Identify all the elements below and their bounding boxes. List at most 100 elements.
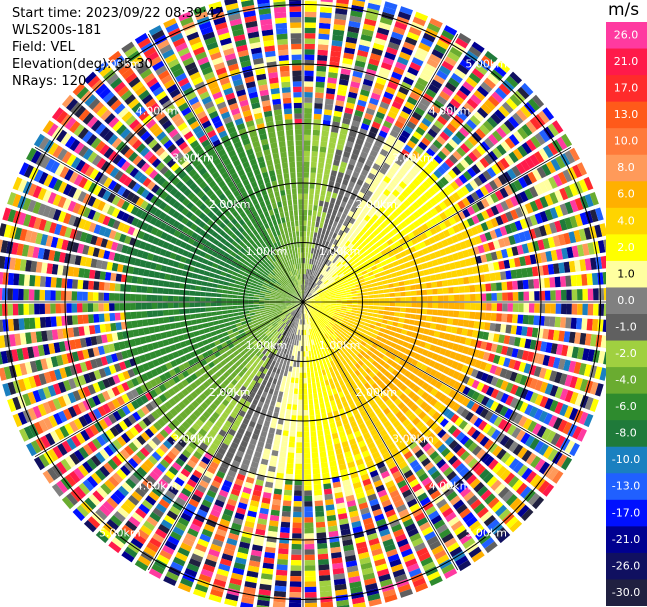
velocity-gate xyxy=(323,374,328,381)
velocity-gate xyxy=(406,120,417,130)
velocity-gate xyxy=(395,171,405,180)
velocity-gate xyxy=(303,436,310,443)
velocity-gate xyxy=(336,303,342,306)
velocity-gate xyxy=(375,263,383,269)
velocity-gate xyxy=(289,387,294,394)
velocity-gate xyxy=(283,392,288,399)
velocity-gate xyxy=(534,291,540,301)
velocity-gate xyxy=(303,297,308,302)
velocity-gate xyxy=(327,389,333,397)
velocity-gate xyxy=(318,281,323,286)
velocity-gate xyxy=(338,133,347,141)
velocity-gate xyxy=(337,89,347,97)
velocity-gate xyxy=(378,294,385,298)
velocity-gate xyxy=(569,215,578,228)
velocity-gate xyxy=(441,187,451,197)
velocity-gate xyxy=(308,263,311,270)
velocity-gate xyxy=(322,264,327,270)
velocity-gate xyxy=(348,158,357,166)
velocity-gate xyxy=(415,160,425,170)
velocity-gate xyxy=(207,321,214,327)
velocity-gate xyxy=(316,178,322,185)
velocity-gate xyxy=(441,29,455,41)
velocity-gate xyxy=(462,219,470,229)
velocity-gate xyxy=(329,290,335,294)
velocity-gate xyxy=(523,291,530,301)
velocity-gate xyxy=(427,296,433,302)
velocity-gate xyxy=(306,263,309,270)
velocity-gate xyxy=(308,209,313,216)
velocity-gate xyxy=(310,366,314,373)
velocity-gate xyxy=(290,560,302,566)
velocity-gate xyxy=(325,253,331,260)
velocity-gate xyxy=(304,140,311,146)
velocity-gate xyxy=(362,207,370,214)
velocity-gate xyxy=(347,249,353,256)
velocity-gate xyxy=(534,198,544,210)
velocity-gate xyxy=(386,46,398,56)
velocity-gate xyxy=(320,141,328,148)
velocity-gate xyxy=(311,242,316,249)
velocity-gate xyxy=(469,115,481,126)
velocity-gate xyxy=(350,285,356,289)
velocity-gate xyxy=(406,267,413,274)
velocity-gate xyxy=(340,161,348,169)
velocity-gate xyxy=(339,128,348,136)
velocity-gate xyxy=(352,148,361,156)
velocity-gate xyxy=(328,231,334,238)
velocity-gate xyxy=(547,142,559,156)
velocity-gate xyxy=(473,275,480,283)
velocity-gate xyxy=(532,169,542,181)
velocity-gate xyxy=(409,168,418,178)
velocity-gate xyxy=(461,197,471,207)
velocity-gate xyxy=(312,140,319,147)
velocity-gate xyxy=(490,113,502,125)
velocity-gate xyxy=(384,51,396,61)
velocity-gate xyxy=(313,113,322,120)
velocity-gate xyxy=(432,309,438,316)
velocity-gate xyxy=(351,75,362,84)
velocity-gate xyxy=(309,299,315,301)
velocity-gate xyxy=(330,306,336,309)
velocity-gate xyxy=(382,56,395,66)
velocity-gate xyxy=(287,457,294,464)
velocity-gate xyxy=(489,229,498,240)
velocity-gate xyxy=(381,201,390,210)
velocity-gate xyxy=(447,279,454,286)
velocity-gate xyxy=(304,274,306,280)
velocity-gate xyxy=(559,187,569,201)
velocity-gate xyxy=(333,187,340,194)
velocity-gate xyxy=(304,86,313,93)
velocity-gate xyxy=(415,235,423,243)
velocity-gate xyxy=(292,404,297,411)
velocity-gate xyxy=(363,299,369,302)
velocity-gate xyxy=(317,261,321,267)
velocity-gate xyxy=(399,203,407,211)
velocity-gate xyxy=(314,271,318,277)
velocity-gate xyxy=(318,261,323,268)
velocity-gate xyxy=(479,124,490,136)
velocity-gate xyxy=(461,230,469,240)
velocity-gate xyxy=(304,290,306,296)
velocity-gate xyxy=(312,463,320,469)
velocity-gate xyxy=(425,282,432,289)
velocity-gate xyxy=(549,192,559,205)
velocity-gate xyxy=(454,177,464,187)
velocity-gate xyxy=(499,157,510,169)
velocity-gate xyxy=(378,306,385,310)
velocity-gate xyxy=(543,179,553,192)
velocity-gate xyxy=(311,221,316,227)
velocity-gate xyxy=(386,171,395,180)
velocity-gate xyxy=(303,295,305,301)
velocity-gate xyxy=(322,391,328,398)
velocity-gate xyxy=(303,166,310,173)
velocity-gate xyxy=(274,373,279,380)
velocity-gate xyxy=(295,453,303,459)
velocity-gate xyxy=(308,280,311,286)
velocity-gate xyxy=(317,49,328,56)
velocity-gate xyxy=(358,230,365,238)
velocity-gate xyxy=(313,294,319,298)
velocity-gate xyxy=(412,211,421,219)
velocity-gate xyxy=(279,532,290,539)
velocity-gate xyxy=(379,230,387,237)
